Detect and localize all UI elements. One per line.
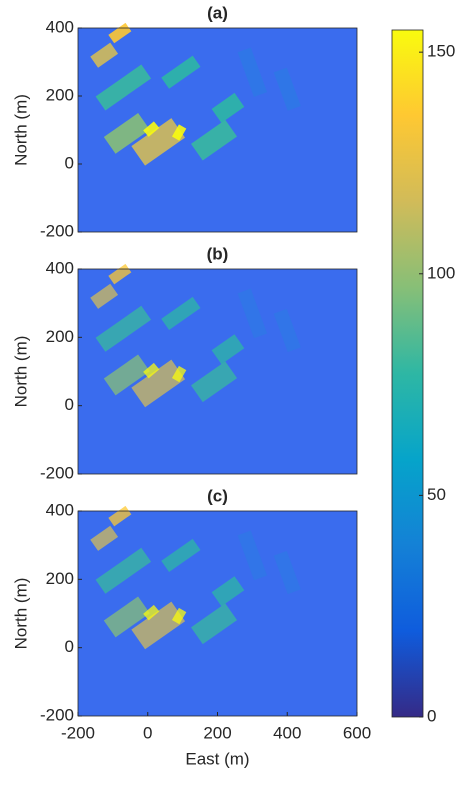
y-tick-label: -200 xyxy=(40,705,74,724)
image-feature xyxy=(103,113,150,154)
image-feature xyxy=(131,118,186,166)
heatmap-image xyxy=(78,505,357,716)
y-tick-label: 0 xyxy=(65,153,74,172)
image-feature xyxy=(103,596,150,638)
image-feature xyxy=(211,576,245,607)
x-tick-label: 400 xyxy=(273,723,301,742)
image-feature xyxy=(211,92,245,123)
colorbar-tick-label: 100 xyxy=(427,263,455,282)
y-tick-label: -200 xyxy=(40,221,74,240)
image-feature xyxy=(237,288,268,339)
y-axis-label: North (m) xyxy=(11,94,30,166)
image-feature xyxy=(237,47,268,97)
y-tick-label: 200 xyxy=(46,85,74,104)
y-tick-label: 400 xyxy=(46,258,74,277)
image-feature xyxy=(161,55,201,89)
panel-title: (c) xyxy=(207,486,228,505)
image-feature xyxy=(90,525,119,551)
x-tick-label: 200 xyxy=(203,723,231,742)
image-feature xyxy=(143,121,160,137)
panel-title: (b) xyxy=(207,244,229,263)
panel-title: (a) xyxy=(207,3,228,22)
image-feature xyxy=(103,354,150,396)
heatmap-image xyxy=(78,22,357,232)
image-feature xyxy=(191,119,238,161)
image-feature xyxy=(273,308,301,353)
image-feature xyxy=(237,530,268,581)
colorbar-tick-label: 0 xyxy=(427,706,436,725)
y-tick-label: 0 xyxy=(65,395,74,414)
image-feature xyxy=(95,64,152,111)
image-feature xyxy=(90,283,119,309)
y-tick-label: 0 xyxy=(65,637,74,656)
y-tick-label: 400 xyxy=(46,500,74,519)
image-feature xyxy=(90,42,119,68)
y-tick-label: 400 xyxy=(46,17,74,36)
image-feature xyxy=(161,296,201,331)
image-feature xyxy=(95,305,152,352)
image-feature xyxy=(273,550,301,595)
image-feature xyxy=(171,607,187,625)
image-feature xyxy=(131,601,186,650)
y-axis-label: North (m) xyxy=(11,336,30,408)
x-axis-label: East (m) xyxy=(185,749,249,768)
y-tick-label: 200 xyxy=(46,569,74,588)
image-feature xyxy=(143,362,160,379)
image-feature xyxy=(143,604,160,621)
image-feature xyxy=(171,365,187,383)
x-tick-label: 0 xyxy=(143,723,152,742)
colorbar xyxy=(391,29,424,718)
image-feature xyxy=(95,547,152,594)
x-tick-label: 600 xyxy=(343,723,371,742)
heatmap-image xyxy=(78,263,357,474)
image-feature xyxy=(161,538,201,573)
x-tick-label: -200 xyxy=(61,723,95,742)
y-axis-label: North (m) xyxy=(11,578,30,650)
y-tick-label: -200 xyxy=(40,463,74,482)
axes-frame xyxy=(77,27,358,233)
axes-frame xyxy=(77,268,358,475)
image-feature xyxy=(273,67,301,111)
colorbar-tick-label: 150 xyxy=(427,42,455,61)
image-feature xyxy=(211,334,245,365)
image-feature xyxy=(190,361,238,403)
colorbar-tick-label: 50 xyxy=(427,485,446,504)
image-feature xyxy=(190,603,238,645)
image-feature xyxy=(131,359,186,408)
image-feature xyxy=(171,124,187,141)
y-tick-label: 200 xyxy=(46,327,74,346)
